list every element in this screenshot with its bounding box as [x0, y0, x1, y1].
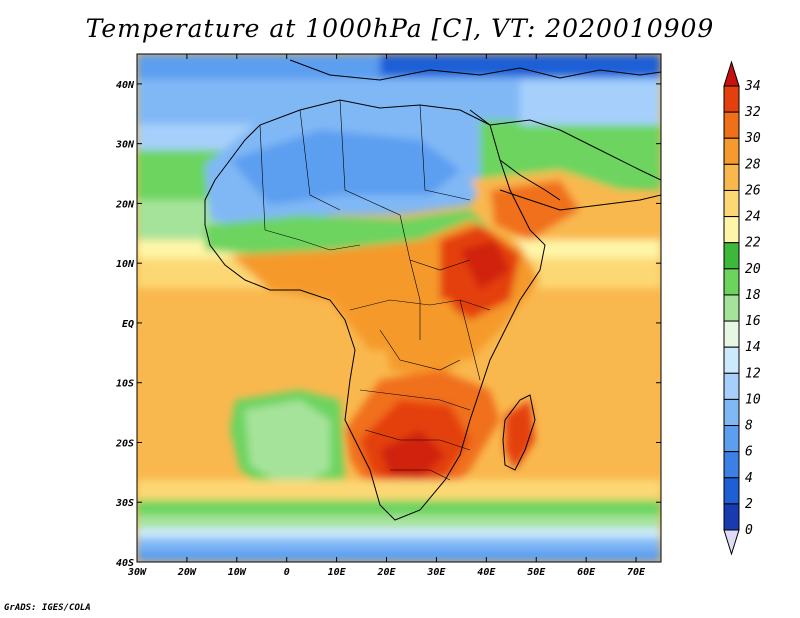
map-title: Temperature at 1000hPa [C], VT: 20200109… [85, 14, 715, 43]
coastlines [204, 59, 661, 521]
colorbar-label: 18 [745, 288, 761, 303]
lon-tick-label: 10W [228, 567, 247, 578]
colorbar-label: 14 [745, 340, 761, 355]
colorbar-label: 10 [745, 392, 761, 407]
colorbar-swatch [723, 85, 740, 113]
colorbar-label: 24 [745, 210, 761, 225]
lon-tick-label: 50E [527, 567, 546, 578]
colorbar-swatch [723, 189, 740, 218]
colorbar-swatch [723, 242, 740, 270]
colorbar-label: 2 [745, 497, 753, 512]
footer-credit: GrADS: IGES/COLA [4, 603, 91, 613]
lon-tick-label: 30W [127, 567, 147, 578]
lat-tick-label: 40S [116, 558, 134, 569]
lat-tick-label: 30N [115, 140, 135, 151]
colorbar-swatch [723, 346, 740, 374]
colorbar-swatch [723, 111, 740, 139]
colorbar-label: 12 [745, 366, 761, 381]
lat-tick-label: 40N [116, 80, 135, 91]
colorbar-label: 30 [744, 131, 761, 146]
lon-tick-label: 70E [627, 567, 646, 578]
colorbar-label: 4 [745, 471, 753, 486]
colorbar-top-arrow [723, 60, 740, 87]
colorbar-label: 22 [745, 236, 761, 251]
lon-tick-label: 30E [426, 567, 446, 578]
lon-tick-label: 60E [577, 567, 596, 578]
colorbar-label: 34 [744, 79, 761, 94]
lat-tick-label: 30S [115, 498, 134, 509]
colorbar-swatch [723, 320, 740, 348]
colorbar-label: 8 [745, 419, 753, 434]
lon-tick-label: 0 [284, 567, 290, 578]
colorbar-label: 26 [745, 183, 761, 198]
colorbar-bottom-arrow [723, 529, 740, 556]
colorbar-label: 16 [745, 314, 761, 329]
plot-frame [136, 53, 662, 563]
lat-tick-label: 20S [115, 438, 134, 449]
colorbar-label: 0 [745, 523, 753, 538]
colorbar-swatch [723, 163, 740, 191]
country-borders [259, 99, 491, 481]
colorbar-label: 32 [744, 105, 761, 120]
temperature-field [137, 54, 661, 562]
colorbar-swatch [723, 137, 740, 165]
latitude-axis: 40N 30N 20N 10N EQ 10S 20S 30S 40S [115, 80, 661, 569]
colorbar-swatch [723, 451, 740, 479]
lon-tick-label: 10E [328, 567, 347, 578]
colorbar-swatch [723, 268, 740, 296]
colorbar-swatch [723, 294, 740, 322]
colorbar-label: 20 [745, 262, 761, 277]
colorbar-label: 28 [745, 157, 761, 172]
lon-tick-label: 20W [177, 567, 197, 578]
colorbar-swatch [723, 398, 740, 427]
lat-tick-label: EQ [122, 319, 134, 330]
colorbar-swatch [723, 216, 740, 244]
longitude-axis: 30W 20W 10W 0 10E 20E 30E 40E 50E 60E 70E [127, 54, 646, 578]
colorbar-label: 6 [745, 445, 753, 460]
lon-tick-label: 20E [376, 567, 396, 578]
colorbar-swatch [723, 372, 740, 400]
colorbar-swatch [723, 477, 740, 505]
colorbar-swatch [723, 503, 740, 531]
lat-tick-label: 20N [115, 199, 135, 210]
lat-tick-label: 10N [116, 259, 135, 270]
lon-tick-label: 40E [477, 567, 496, 578]
lat-tick-label: 10S [116, 379, 134, 390]
colorbar-swatch [723, 425, 740, 453]
